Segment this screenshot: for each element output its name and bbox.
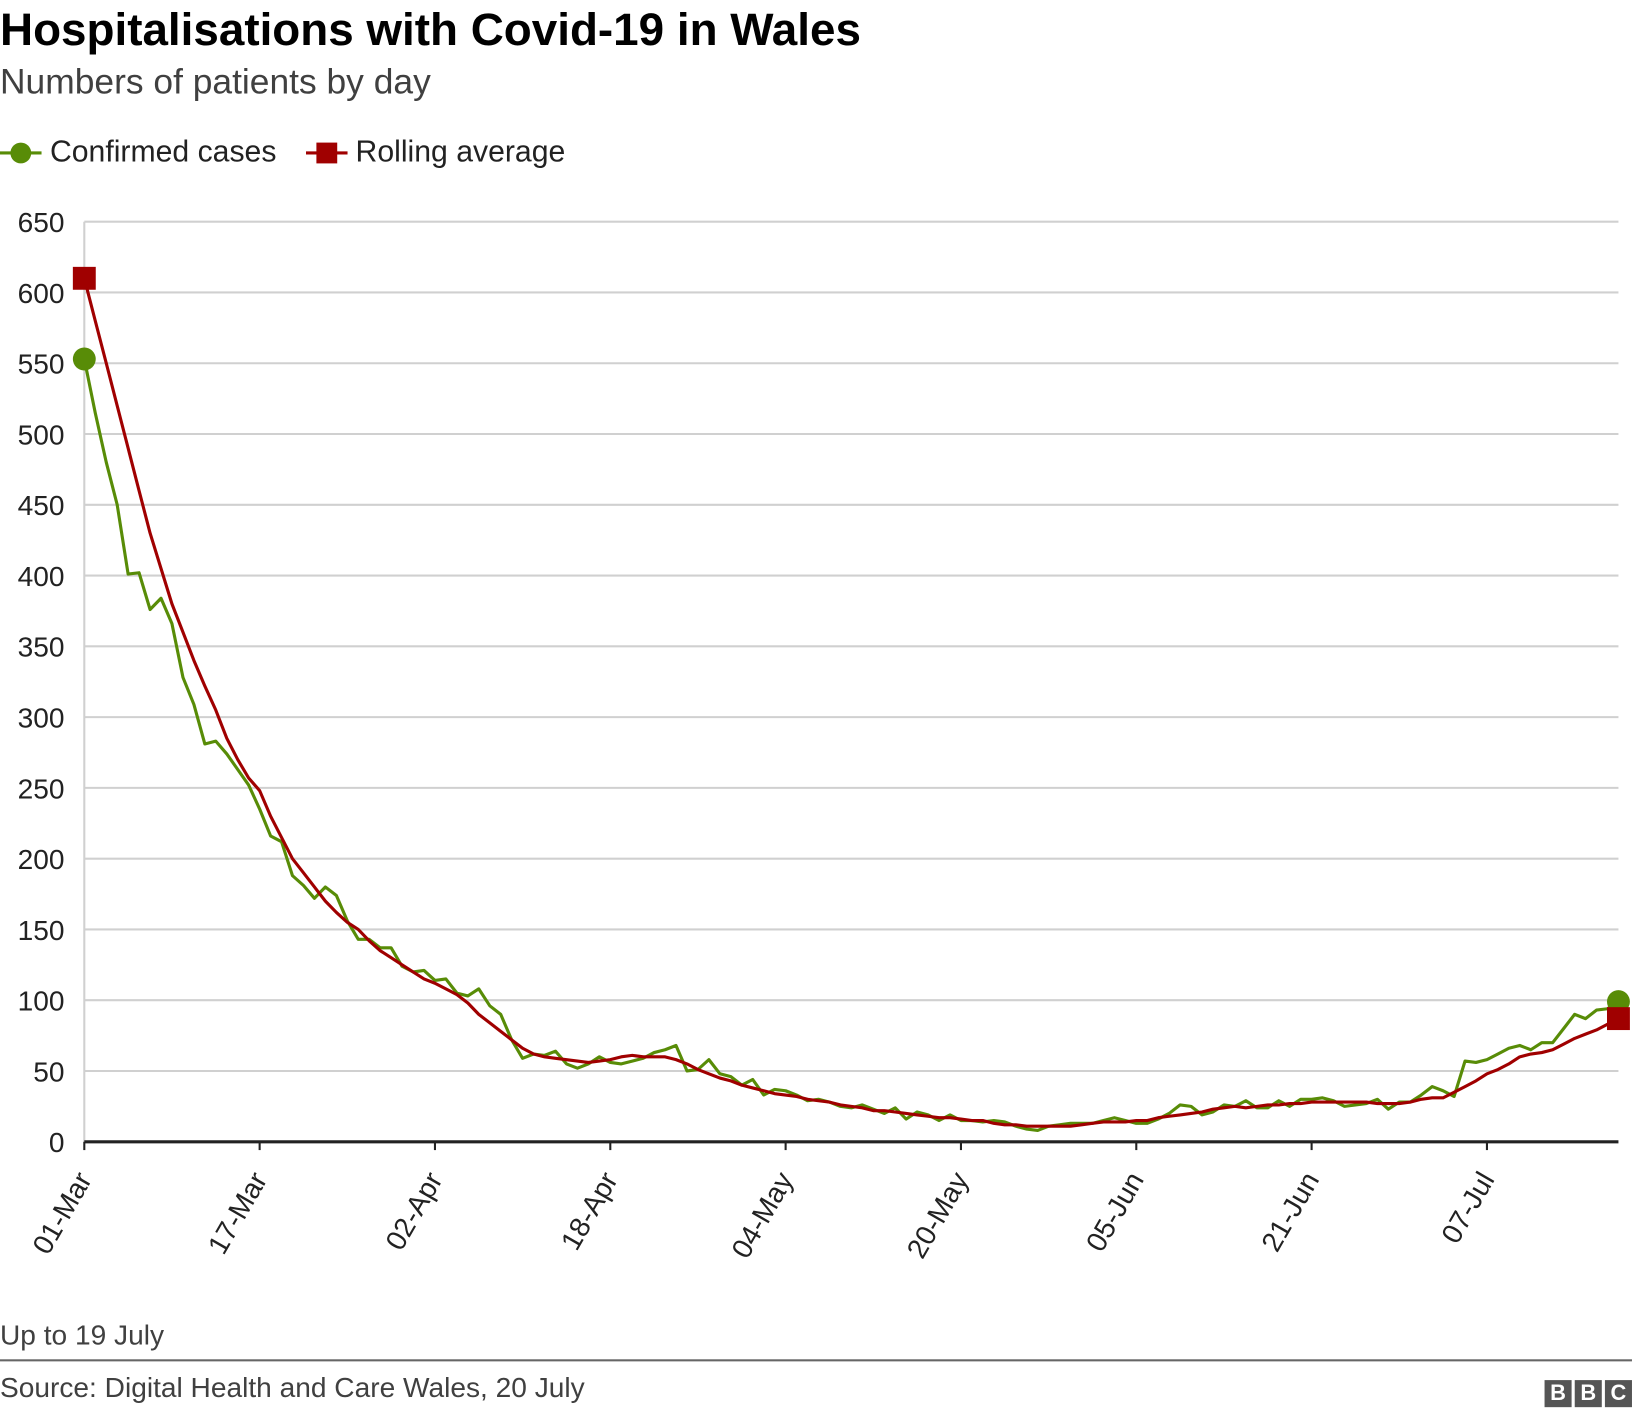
y-tick-label: 100 (18, 986, 65, 1017)
logo-letter: C (1604, 1380, 1632, 1408)
footnote: Up to 19 July (0, 1319, 165, 1351)
data-point-rolling (1606, 1007, 1630, 1031)
x-tick-label: 01-Mar (26, 1167, 97, 1260)
y-tick-label: 250 (18, 773, 65, 804)
source-text: Source: Digital Health and Care Wales, 2… (0, 1371, 585, 1403)
y-tick-label: 500 (18, 419, 65, 450)
y-tick-label: 650 (18, 207, 65, 238)
logo-letter: B (1544, 1380, 1572, 1408)
chart-title: Hospitalisations with Covid-19 in Wales (0, 4, 861, 56)
data-point-rolling (72, 266, 96, 290)
x-tick-label: 05-Jun (1080, 1167, 1150, 1257)
data-point-confirmed (72, 347, 96, 371)
y-tick-label: 400 (18, 561, 65, 592)
y-tick-label: 350 (18, 632, 65, 663)
y-tick-label: 0 (49, 1127, 65, 1158)
y-tick-label: 150 (18, 915, 65, 946)
legend-item-confirmed: Confirmed cases (0, 135, 276, 169)
y-tick-label: 550 (18, 349, 65, 380)
y-tick-label: 50 (33, 1056, 64, 1087)
logo-letter: B (1574, 1380, 1602, 1408)
legend-label: Confirmed cases (49, 135, 277, 169)
x-tick-label: 18-Apr (555, 1167, 624, 1256)
y-tick-label: 450 (18, 490, 65, 521)
square-marker-icon (305, 142, 348, 163)
series-line-confirmed-cases (82, 358, 1620, 1132)
x-tick-label: 04-May (725, 1167, 799, 1264)
circle-marker-icon (0, 142, 42, 163)
y-tick-label: 200 (18, 844, 65, 875)
x-tick-label: 21-Jun (1255, 1167, 1325, 1257)
y-tick-label: 600 (18, 278, 65, 309)
plot-area: 0 50 100 150 200 250 300 350 400 450 500 550 600 650 0… (18, 207, 1630, 1264)
legend-item-rolling: Rolling average (305, 135, 566, 169)
x-tick-label: 17-Mar (202, 1167, 273, 1260)
bbc-logo: B B C (1544, 1380, 1632, 1408)
y-tick-label: 300 (18, 703, 65, 734)
x-tick-label: 20-May (901, 1167, 975, 1264)
chart-subtitle: Numbers of patients by day (0, 62, 431, 102)
x-tick-label: 07-Jul (1435, 1167, 1500, 1249)
divider (0, 1359, 1632, 1362)
x-tick-label: 02-Apr (379, 1167, 448, 1256)
legend: Confirmed cases Rolling average (0, 135, 594, 169)
legend-label: Rolling average (355, 135, 566, 169)
series-line-rolling-average (82, 277, 1620, 1128)
